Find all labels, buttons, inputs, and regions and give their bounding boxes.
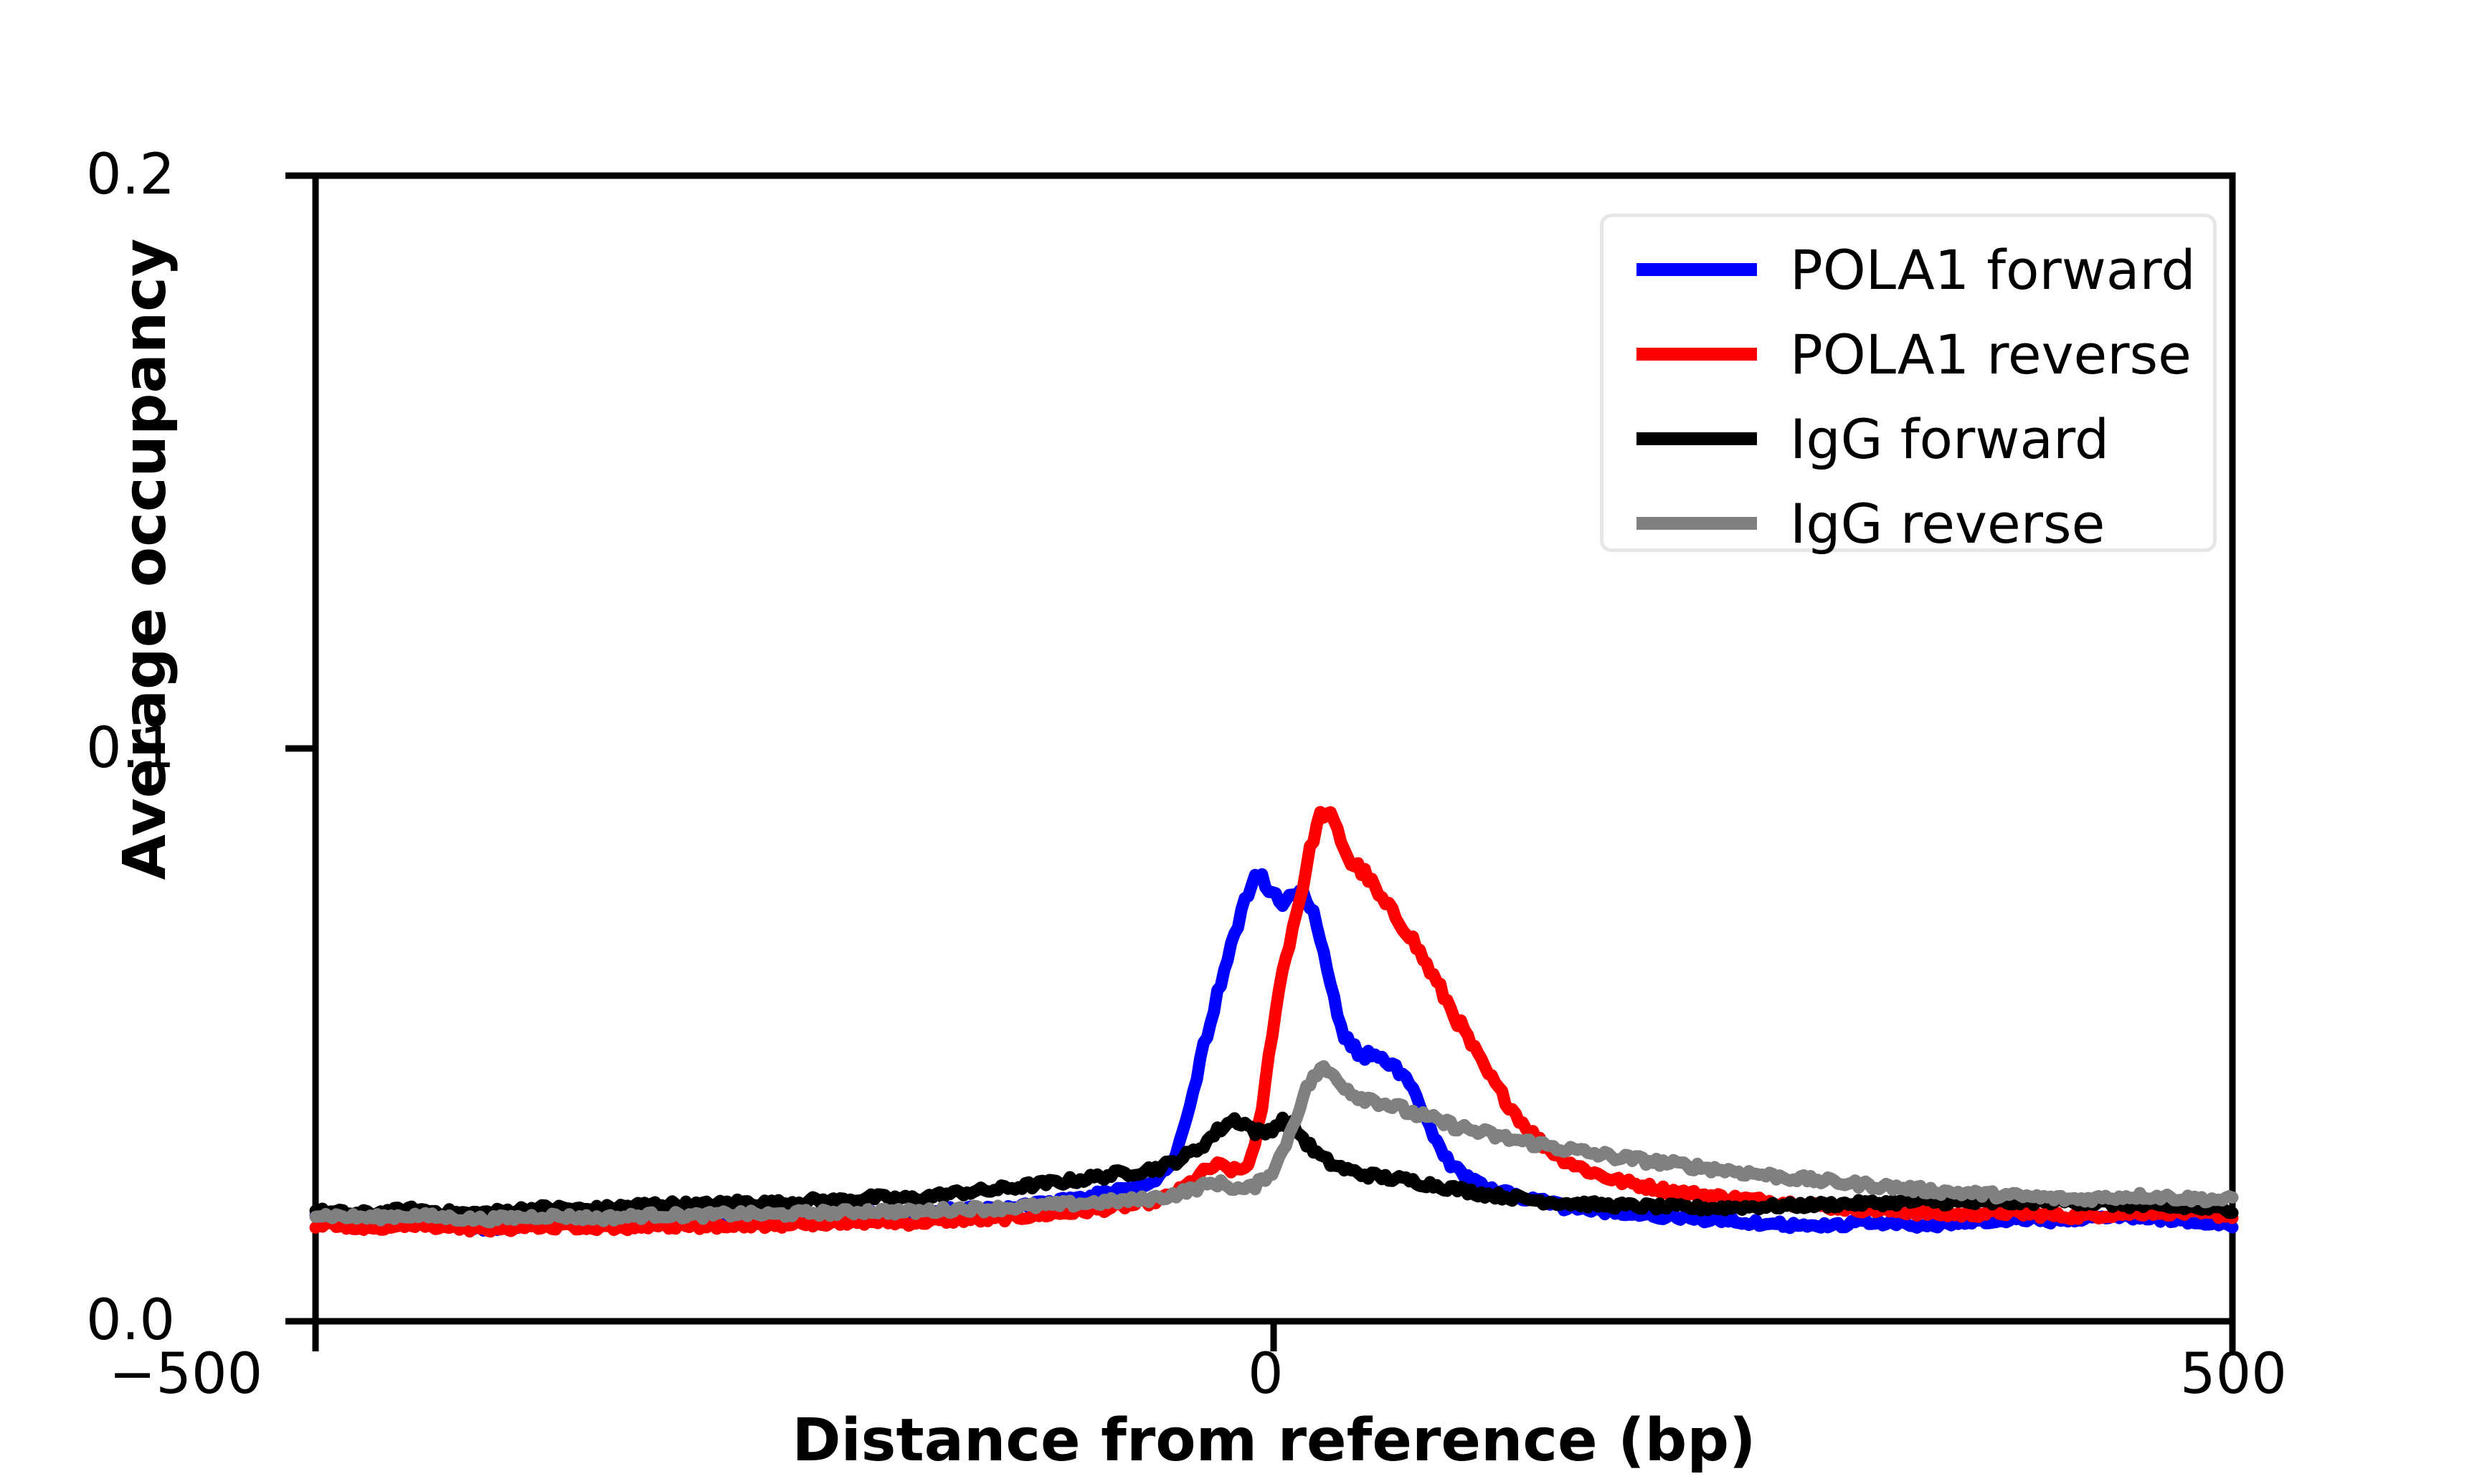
legend-label-pola1-forward: POLA1 forward: [1790, 237, 2196, 302]
legend-label-igg-forward: IgG forward: [1790, 406, 2110, 471]
chart-legend: POLA1 forward POLA1 reverse IgG forward …: [1600, 214, 2217, 556]
y-axis-title: Average occupancy: [111, 238, 179, 880]
x-tick-label-0: 0: [1248, 1342, 1284, 1407]
legend-item-igg-forward[interactable]: IgG forward: [1603, 396, 2213, 481]
x-tick-label-500: 500: [2180, 1342, 2287, 1407]
y-tick-label-0-2: 0.2: [86, 143, 176, 207]
series-line-igg-forward: [309, 1111, 2239, 1222]
legend-item-pola1-reverse[interactable]: POLA1 reverse: [1603, 312, 2213, 396]
legend-swatch-pola1-reverse-icon: [1603, 348, 1790, 361]
series-line-igg-reverse: [309, 1060, 2239, 1229]
data-series-layer: [309, 806, 2239, 1238]
axis-tick-marks: [285, 172, 2236, 1351]
y-tick-label-0-1: 0.1: [86, 716, 176, 781]
x-axis-title: Distance from reference (bp): [792, 1407, 1756, 1475]
legend-swatch-pola1-forward-icon: [1603, 263, 1790, 276]
legend-swatch-igg-forward-icon: [1603, 432, 1790, 445]
legend-item-igg-reverse[interactable]: IgG reverse: [1603, 481, 2213, 566]
legend-item-pola1-forward[interactable]: POLA1 forward: [1603, 227, 2213, 312]
x-tick-label-minus-500: −500: [109, 1342, 263, 1407]
series-line-pola1-reverse: [309, 806, 2239, 1238]
legend-label-pola1-reverse: POLA1 reverse: [1790, 322, 2192, 386]
legend-swatch-igg-reverse-icon: [1603, 517, 1790, 530]
legend-label-igg-reverse: IgG reverse: [1790, 491, 2105, 556]
y-tick-label-0-0: 0.0: [86, 1288, 176, 1353]
